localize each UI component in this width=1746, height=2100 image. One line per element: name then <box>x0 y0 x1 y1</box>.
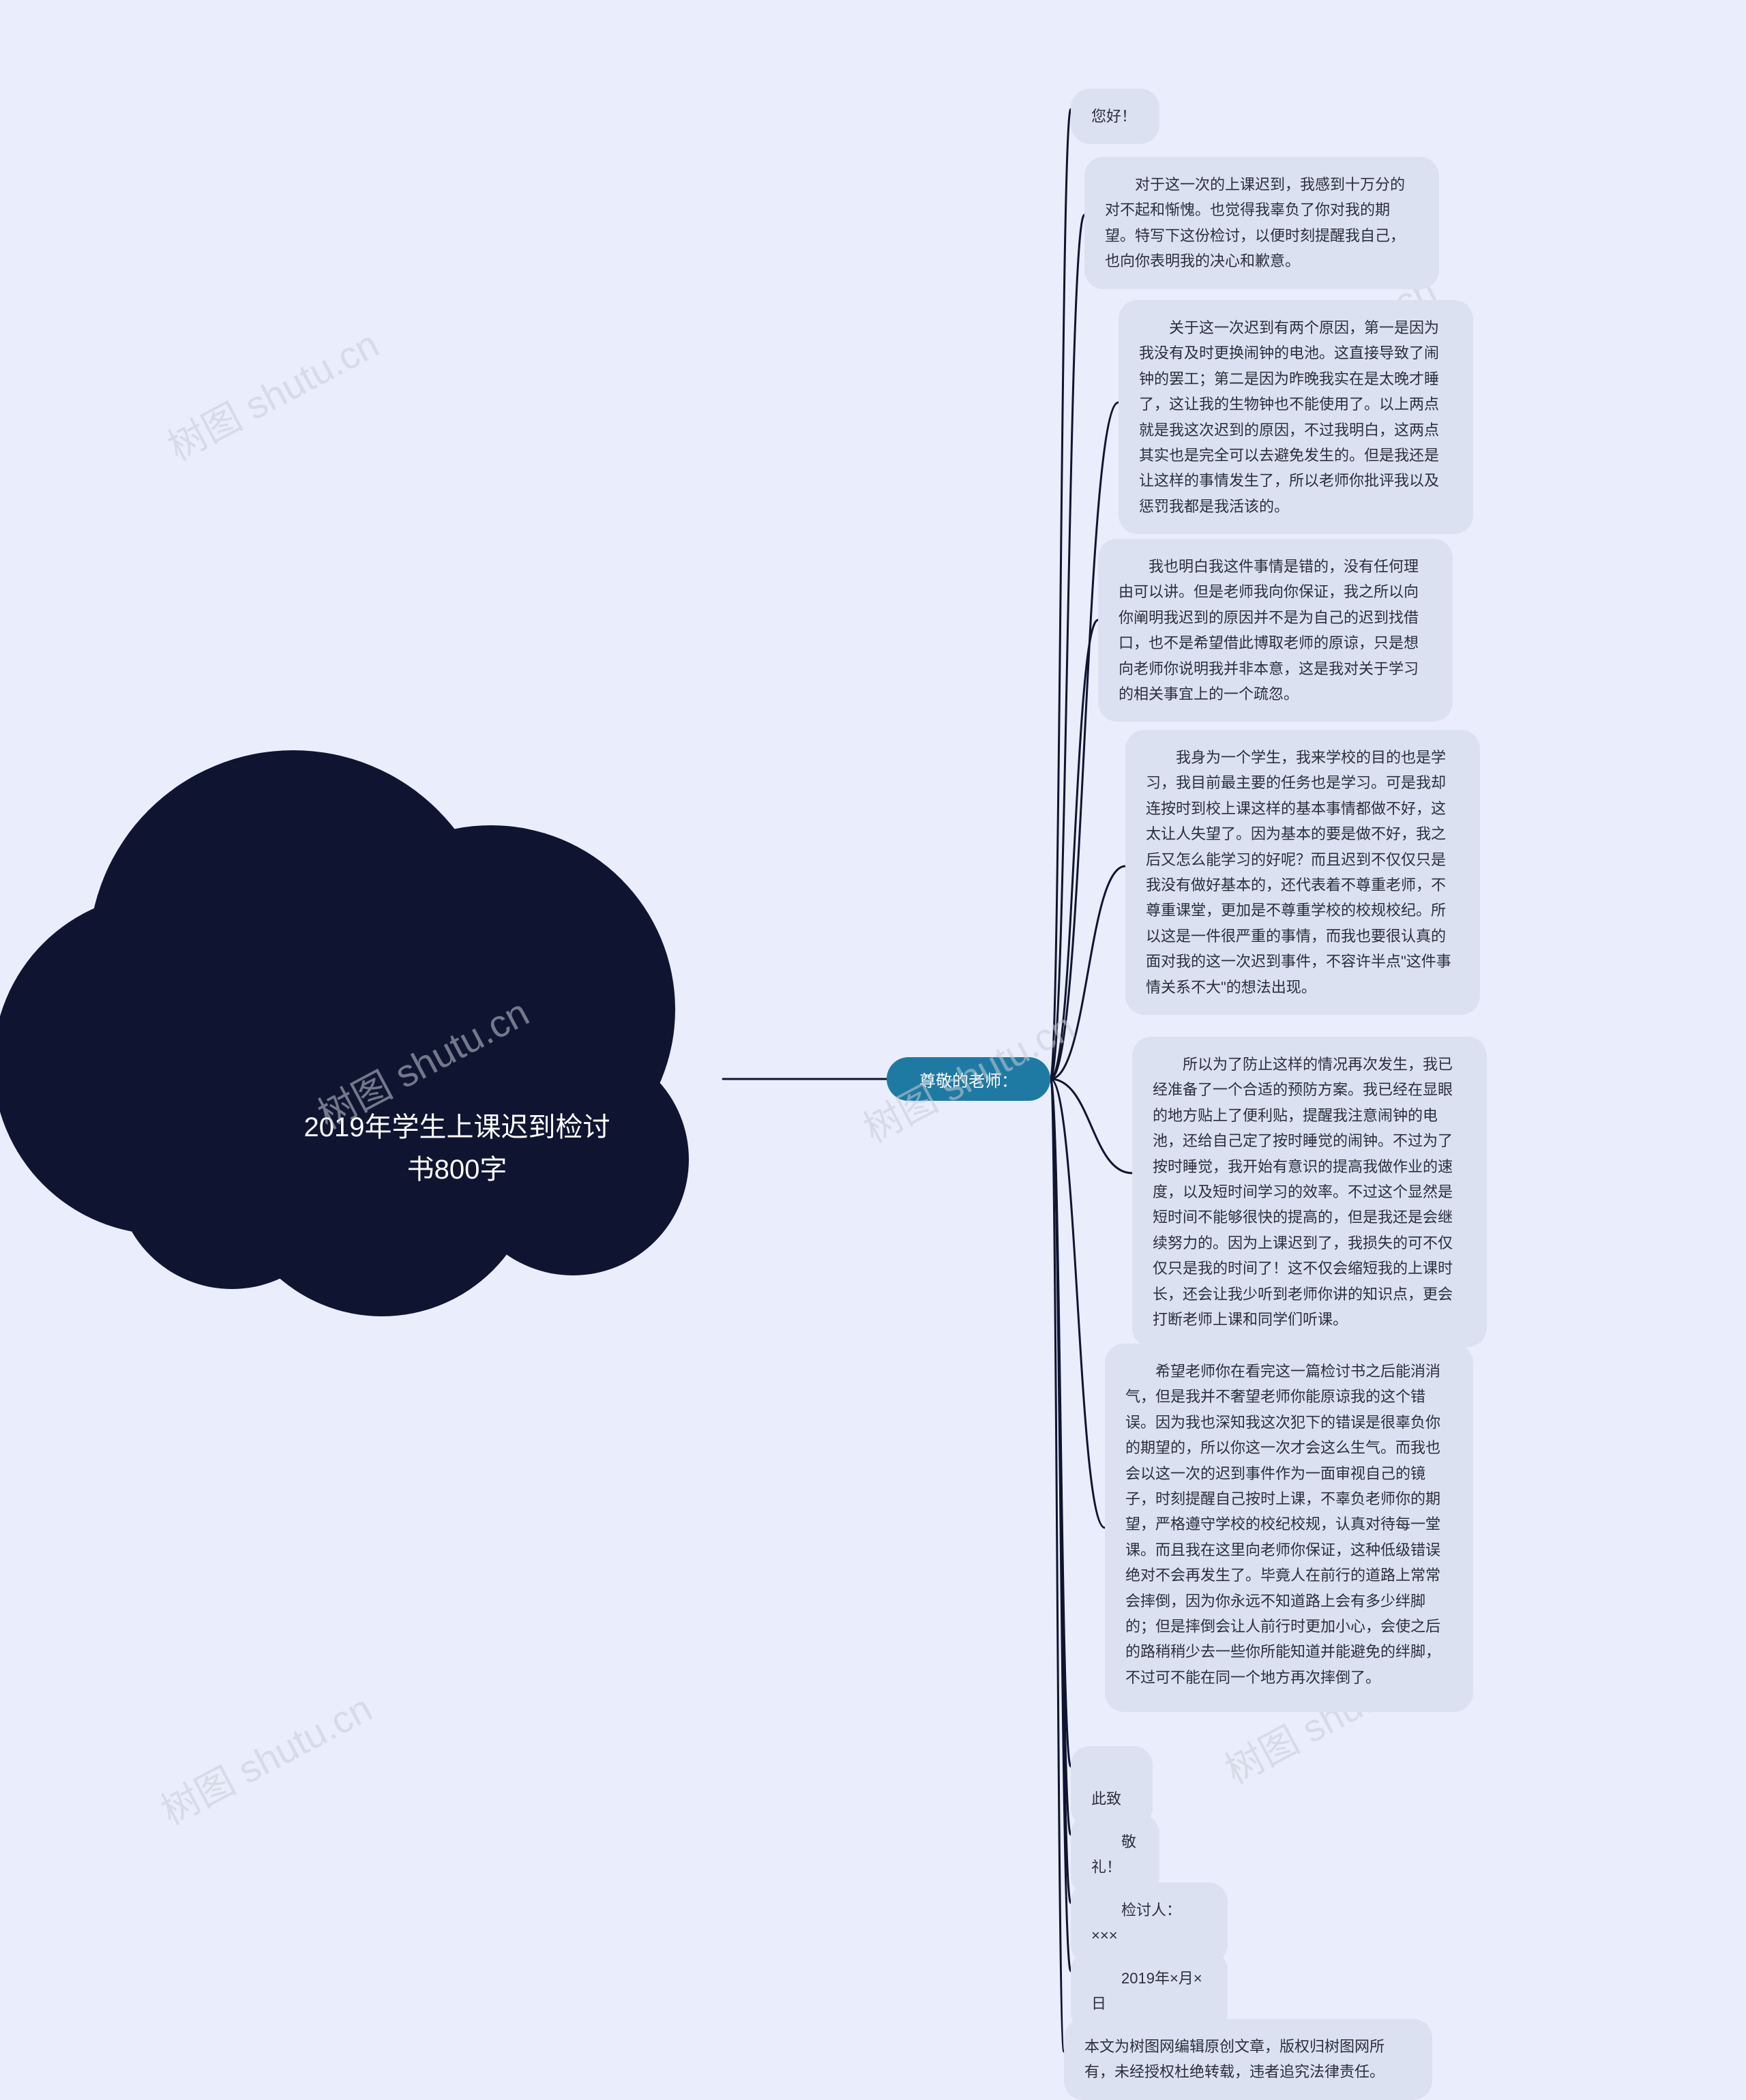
leaf-footer: 本文为树图网编辑原创文章，版权归树图网所有，未经授权杜绝转载，违者追究法律责任。 <box>1064 2019 1432 2100</box>
edge <box>1050 109 1071 1079</box>
leaf-text: 所以为了防止这样的情况再次发生，我已经准备了一个合适的预防方案。我已经在显眼的地… <box>1153 1052 1466 1332</box>
center-node: 尊敬的老师： <box>887 1057 1050 1101</box>
edge <box>1050 1079 1071 1766</box>
center-node-label: 尊敬的老师： <box>919 1067 1018 1091</box>
leaf-text: 我也明白我这件事情是错的，没有任何理由可以讲。但是老师我向你保证，我之所以向你阐… <box>1119 554 1432 707</box>
mindmap-stage: 2019年学生上课迟到检讨 书800字 尊敬的老师： 树图 shutu.cn 树图… <box>0 0 1746 2076</box>
leaf-text: 我身为一个学生，我来学校的目的也是学习，我目前最主要的任务也是学习。可是我却连按… <box>1146 745 1460 1000</box>
root-node-cloud <box>164 893 723 1316</box>
leaf-p1: 对于这一次的上课迟到，我感到十万分的对不起和惭愧。也觉得我辜负了你对我的期望。特… <box>1084 157 1439 289</box>
leaf-p5: 所以为了防止这样的情况再次发生，我已经准备了一个合适的预防方案。我已经在显眼的地… <box>1132 1037 1487 1347</box>
root-node-label: 2019年学生上课迟到检讨 书800字 <box>286 1106 627 1191</box>
edge <box>1050 1079 1071 1903</box>
edge <box>1050 1079 1071 1971</box>
leaf-text: 此致 <box>1091 1761 1132 1812</box>
watermark: 树图 shutu.cn <box>157 314 387 472</box>
leaf-text: 对于这一次的上课迟到，我感到十万分的对不起和惭愧。也觉得我辜负了你对我的期望。特… <box>1105 172 1419 274</box>
leaf-greeting: 您好！ <box>1071 89 1159 144</box>
leaf-p4: 我身为一个学生，我来学校的目的也是学习，我目前最主要的任务也是学习。可是我却连按… <box>1125 730 1480 1015</box>
leaf-text: 敬礼！ <box>1091 1829 1139 1880</box>
leaf-text: 本文为树图网编辑原创文章，版权归树图网所有，未经授权杜绝转载，违者追究法律责任。 <box>1084 2034 1412 2085</box>
edge <box>1050 866 1125 1079</box>
leaf-text: 您好！ <box>1091 104 1139 129</box>
edge <box>1050 1079 1105 1528</box>
leaf-p2: 关于这一次迟到有两个原因，第一是因为我没有及时更换闹钟的电池。这直接导致了闹钟的… <box>1119 300 1473 534</box>
edge <box>1050 1079 1071 1835</box>
edge <box>1050 1079 1132 1173</box>
edge <box>1050 402 1119 1079</box>
leaf-p6: 希望老师你在看完这一篇检讨书之后能消消气，但是我并不奢望老师你能原谅我的这个错误… <box>1105 1344 1473 1712</box>
leaf-text: 关于这一次迟到有两个原因，第一是因为我没有及时更换闹钟的电池。这直接导致了闹钟的… <box>1139 315 1453 519</box>
watermark: 树图 shutu.cn <box>150 1678 381 1836</box>
leaf-text: 检讨人：××× <box>1091 1897 1207 1949</box>
edge <box>1050 215 1084 1079</box>
leaf-p3: 我也明白我这件事情是错的，没有任何理由可以讲。但是老师我向你保证，我之所以向你阐… <box>1098 539 1453 722</box>
edge <box>1050 620 1098 1079</box>
leaf-text: 希望老师你在看完这一篇检讨书之后能消消气，但是我并不奢望老师你能原谅我的这个错误… <box>1125 1359 1453 1690</box>
leaf-text: 2019年×月×日 <box>1091 1966 1207 2017</box>
edge <box>1050 1079 1064 2052</box>
